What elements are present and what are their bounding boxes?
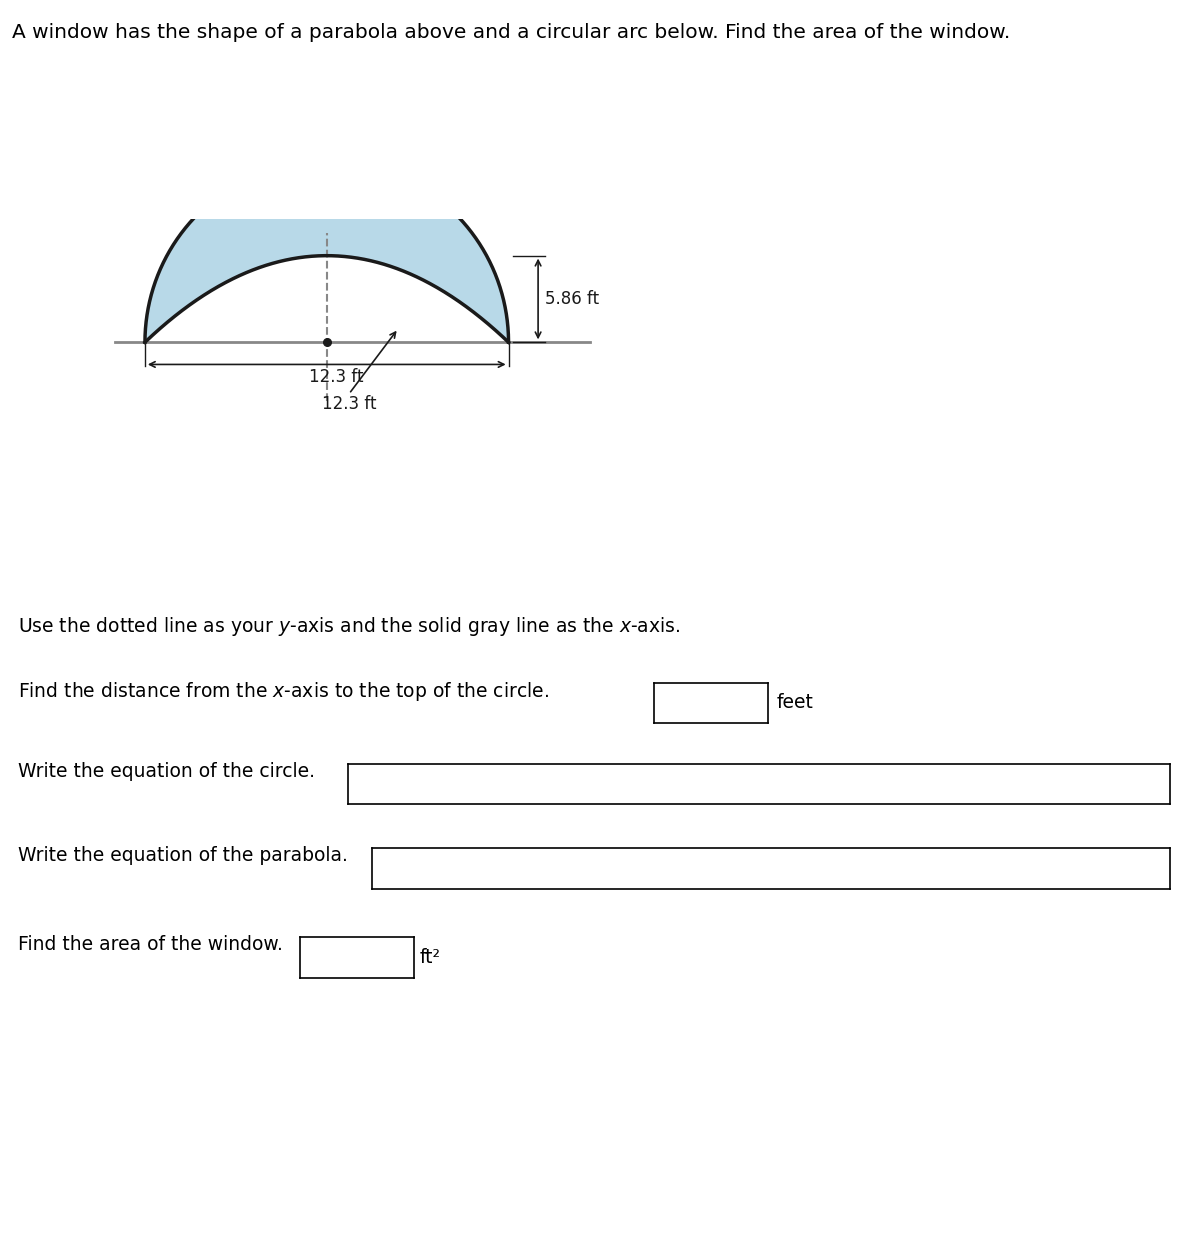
- Text: Use the dotted line as your $y$-axis and the solid gray line as the $x$-axis.: Use the dotted line as your $y$-axis and…: [18, 615, 680, 638]
- Text: feet: feet: [776, 693, 814, 713]
- Text: Find the area of the window.: Find the area of the window.: [18, 935, 283, 954]
- Text: A window has the shape of a parabola above and a circular arc below. Find the ar: A window has the shape of a parabola abo…: [12, 23, 1010, 41]
- Polygon shape: [145, 161, 509, 343]
- Text: 12.3 ft: 12.3 ft: [308, 368, 364, 387]
- Text: 5.86 ft: 5.86 ft: [546, 290, 600, 307]
- Text: Write the equation of the parabola.: Write the equation of the parabola.: [18, 846, 348, 865]
- Text: Write the equation of the circle.: Write the equation of the circle.: [18, 762, 314, 781]
- Text: Find the distance from the $x$-axis to the top of the circle.: Find the distance from the $x$-axis to t…: [18, 680, 550, 703]
- Text: 12.3 ft: 12.3 ft: [322, 395, 376, 413]
- Text: ft²: ft²: [420, 948, 442, 968]
